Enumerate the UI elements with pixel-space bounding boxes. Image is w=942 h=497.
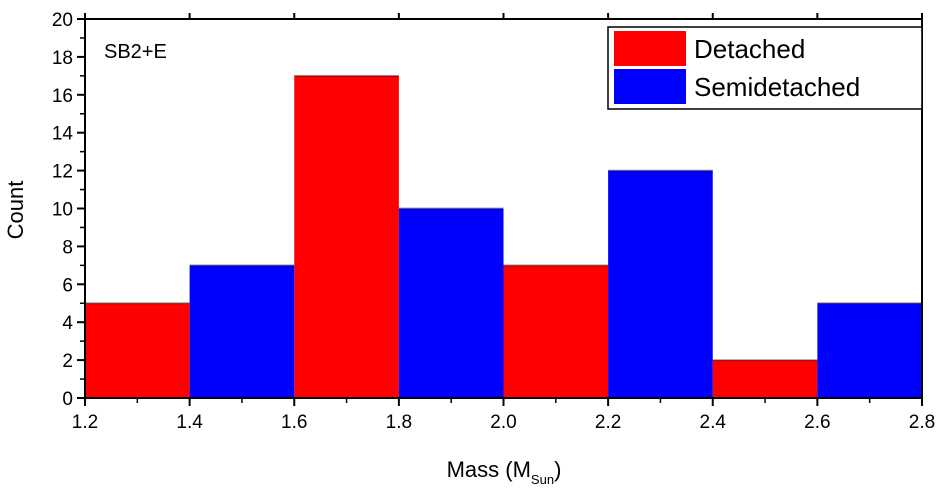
y-tick-label-3: 6 bbox=[62, 275, 73, 296]
bar-detached-1 bbox=[294, 75, 399, 398]
bars-layer bbox=[85, 74, 922, 398]
x-tick-label-2: 1.6 bbox=[281, 412, 307, 433]
y-tick-label-9: 18 bbox=[52, 48, 73, 69]
legend: Detached Semidetached bbox=[607, 26, 923, 110]
bar-detached-2 bbox=[503, 265, 609, 398]
x-tick-label-8: 2.8 bbox=[909, 412, 935, 433]
x-tick-label-7: 2.6 bbox=[804, 412, 830, 433]
bar-semidetached-1 bbox=[398, 208, 504, 398]
bar-detached-0 bbox=[85, 303, 190, 398]
x-tick-label-5: 2.2 bbox=[595, 412, 621, 433]
x-tick-label-6: 2.4 bbox=[700, 412, 727, 433]
y-tick-label-1: 2 bbox=[62, 351, 73, 372]
y-tick-label-8: 16 bbox=[52, 86, 73, 107]
y-tick-label-7: 14 bbox=[52, 124, 74, 145]
y-tick-label-2: 4 bbox=[62, 313, 73, 334]
y-tick-label-4: 8 bbox=[62, 237, 73, 258]
x-axis-title-prefix: Mass (M bbox=[447, 457, 531, 482]
y-tick-label-5: 10 bbox=[52, 200, 73, 221]
x-axis-title-suffix: ) bbox=[554, 457, 561, 482]
legend-swatch-detached bbox=[614, 31, 686, 66]
y-tick-label-10: 20 bbox=[52, 10, 73, 31]
y-axis-title: Count bbox=[3, 181, 28, 240]
bar-detached-3 bbox=[712, 360, 818, 398]
bar-semidetached-0 bbox=[189, 265, 295, 398]
x-tick-label-1: 1.4 bbox=[176, 412, 203, 433]
bar-semidetached-2 bbox=[608, 170, 713, 398]
x-axis-title: Mass (MSun) bbox=[447, 457, 562, 487]
legend-swatch-semidetached bbox=[614, 69, 686, 104]
x-tick-label-0: 1.2 bbox=[72, 412, 98, 433]
y-tick-label-0: 0 bbox=[62, 389, 73, 410]
legend-label-detached: Detached bbox=[694, 34, 805, 64]
y-tick-label-6: 12 bbox=[52, 162, 73, 183]
x-tick-label-4: 2.0 bbox=[490, 412, 516, 433]
x-axis-title-subscript: Sun bbox=[531, 472, 554, 487]
bar-semidetached-3 bbox=[817, 303, 922, 398]
x-tick-label-3: 1.8 bbox=[386, 412, 412, 433]
chart-annotation: SB2+E bbox=[104, 41, 167, 63]
legend-label-semidetached: Semidetached bbox=[694, 72, 860, 102]
ticks-layer: 1.2 1.4 1.6 1.8 2.0 2.2 2.4 2.6 2.8 0 2 4 6 8 10 12 14 16… bbox=[52, 10, 935, 433]
